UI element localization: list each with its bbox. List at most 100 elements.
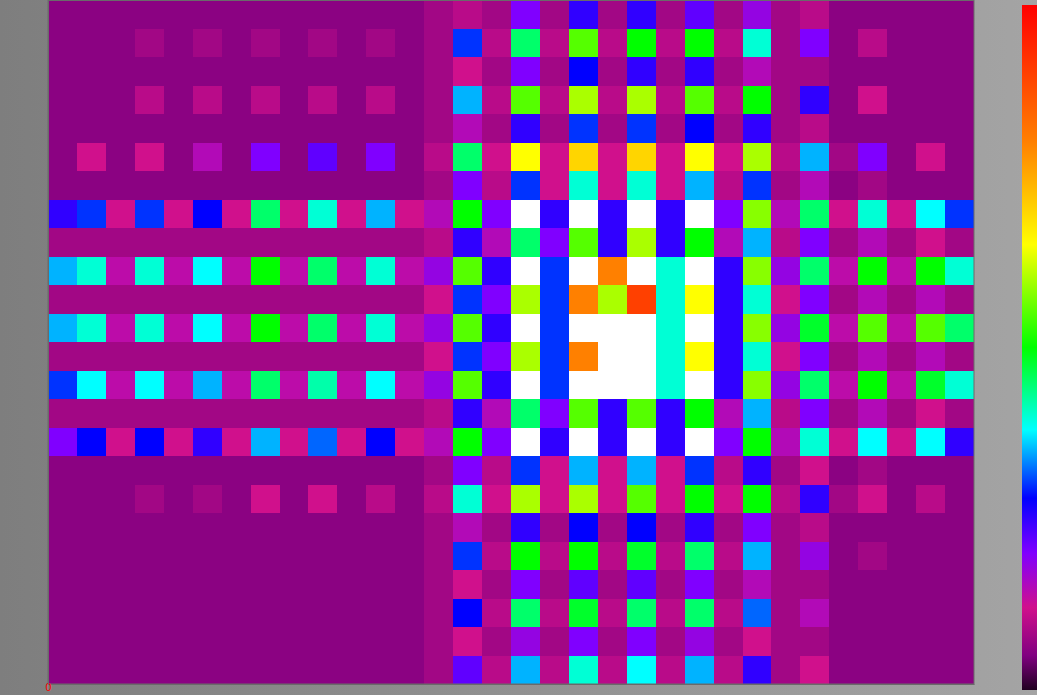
heat-cell	[714, 627, 743, 656]
heat-cell	[453, 57, 482, 86]
heat-cell	[280, 542, 309, 571]
heat-cell	[135, 627, 164, 656]
heat-cell	[453, 314, 482, 343]
heat-cell	[771, 342, 800, 371]
heat-cell	[482, 542, 511, 571]
heat-cell	[829, 542, 858, 571]
heat-cell	[48, 257, 77, 286]
heat-cell	[511, 627, 540, 656]
heat-cell	[511, 570, 540, 599]
heat-cell	[656, 200, 685, 229]
heat-cell	[800, 257, 829, 286]
heat-cell	[714, 143, 743, 172]
heat-cell	[366, 570, 395, 599]
heat-cell	[135, 228, 164, 257]
heat-cell	[280, 656, 309, 685]
heat-cell	[569, 399, 598, 428]
heat-cell	[164, 456, 193, 485]
heat-cell	[135, 257, 164, 286]
heat-cell	[482, 627, 511, 656]
heat-cell	[106, 228, 135, 257]
color-bar	[1022, 5, 1037, 690]
heat-cell	[858, 542, 887, 571]
heat-cell	[887, 200, 916, 229]
heat-cell	[858, 285, 887, 314]
heat-cell	[395, 114, 424, 143]
heat-cell	[771, 314, 800, 343]
heat-cell	[48, 428, 77, 457]
heat-cell	[308, 200, 337, 229]
heat-cell	[222, 599, 251, 628]
heat-cell	[424, 599, 453, 628]
heat-cell	[540, 599, 569, 628]
heat-cell	[511, 228, 540, 257]
heat-cell	[714, 285, 743, 314]
heat-cell	[743, 656, 772, 685]
heat-cell	[280, 570, 309, 599]
heat-cell	[829, 513, 858, 542]
heat-cell	[887, 542, 916, 571]
heat-cell	[77, 599, 106, 628]
heat-cell	[453, 257, 482, 286]
heat-cell	[656, 314, 685, 343]
heat-cell	[540, 29, 569, 58]
heat-cell	[945, 200, 974, 229]
heat-cell	[511, 485, 540, 514]
heat-cell	[598, 399, 627, 428]
heat-cell	[482, 171, 511, 200]
heat-cell	[714, 342, 743, 371]
heat-cell	[164, 0, 193, 29]
heat-cell	[511, 114, 540, 143]
heat-cell	[685, 57, 714, 86]
heat-cell	[222, 29, 251, 58]
heat-cell	[424, 114, 453, 143]
heat-cell	[887, 371, 916, 400]
heat-cell	[511, 399, 540, 428]
heat-cell	[771, 86, 800, 115]
heat-cell	[887, 285, 916, 314]
heat-cell	[48, 86, 77, 115]
heat-cell	[916, 114, 945, 143]
heat-cell	[424, 513, 453, 542]
heat-cell	[48, 627, 77, 656]
heat-cell	[627, 513, 656, 542]
heat-cell	[945, 143, 974, 172]
heat-cell	[945, 428, 974, 457]
heat-cell	[337, 228, 366, 257]
heat-cell	[337, 285, 366, 314]
heat-cell	[106, 570, 135, 599]
heat-cell	[135, 200, 164, 229]
heat-cell	[251, 228, 280, 257]
heat-cell	[771, 599, 800, 628]
heat-cell	[685, 656, 714, 685]
heat-cell	[829, 228, 858, 257]
heat-cell	[945, 656, 974, 685]
heat-cell	[106, 257, 135, 286]
heat-cell	[193, 314, 222, 343]
heat-cell	[743, 627, 772, 656]
heat-cell	[482, 86, 511, 115]
heat-cell	[598, 228, 627, 257]
heat-cell	[424, 570, 453, 599]
heat-cell	[945, 257, 974, 286]
heat-cell	[135, 57, 164, 86]
heat-cell	[280, 29, 309, 58]
heat-cell	[598, 542, 627, 571]
heat-cell	[511, 200, 540, 229]
heat-cell	[366, 285, 395, 314]
heat-cell	[945, 57, 974, 86]
heat-cell	[714, 114, 743, 143]
heat-cell	[308, 114, 337, 143]
heat-cell	[627, 143, 656, 172]
heat-cell	[77, 86, 106, 115]
heat-cell	[598, 171, 627, 200]
heat-cell	[829, 0, 858, 29]
heat-cell	[743, 456, 772, 485]
heat-cell	[395, 428, 424, 457]
heat-cell	[48, 171, 77, 200]
heat-cell	[887, 57, 916, 86]
heat-cell	[453, 171, 482, 200]
heat-cell	[800, 399, 829, 428]
heat-cell	[771, 228, 800, 257]
heat-cell	[395, 200, 424, 229]
